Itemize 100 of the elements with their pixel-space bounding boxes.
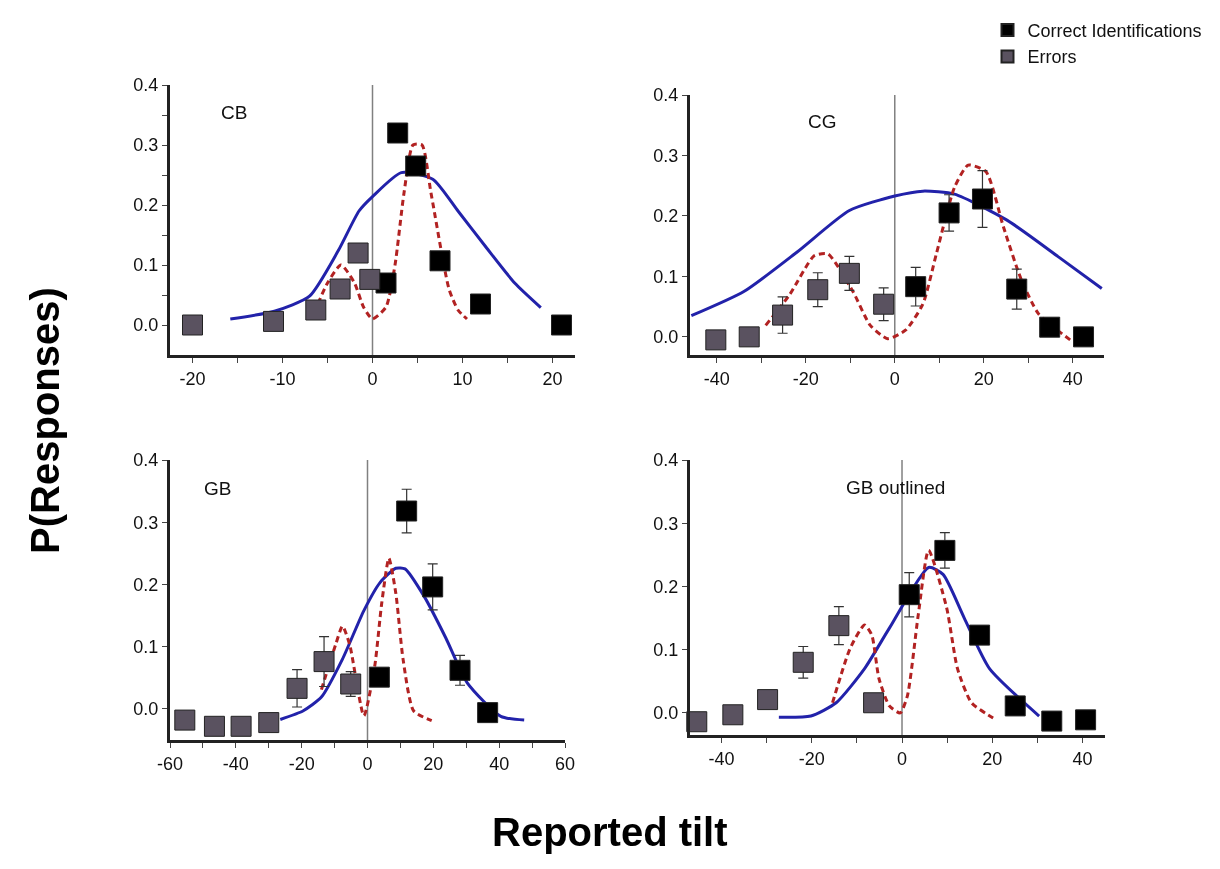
point — [722, 704, 744, 726]
x-tick-label: -20 — [792, 368, 819, 389]
y-tick-label: 0.0 — [653, 703, 679, 724]
point — [182, 314, 203, 336]
point — [396, 500, 418, 522]
point — [934, 539, 956, 561]
x-axis-title: Reported tilt — [492, 810, 728, 855]
y-tick-label: 0.2 — [653, 576, 679, 597]
point — [1041, 710, 1063, 732]
point — [828, 615, 850, 637]
point — [477, 702, 499, 724]
y-tick-label: 0.2 — [133, 195, 159, 216]
x-tick-label: 20 — [542, 368, 563, 389]
line-series — [690, 189, 1104, 318]
point — [387, 122, 409, 144]
point — [359, 268, 381, 290]
x-tick-label: 0 — [367, 368, 378, 389]
point — [305, 299, 327, 321]
y-tick-label: 0.4 — [653, 450, 679, 471]
text: GB — [204, 478, 232, 499]
y-tick-label: 0.2 — [133, 574, 159, 595]
point — [368, 666, 390, 688]
point — [449, 659, 471, 681]
x-tick-label: 20 — [973, 368, 994, 389]
x-tick-label: 40 — [489, 753, 510, 774]
y-axis-title: P(Responses) — [22, 286, 68, 554]
y-tick-label: 0.2 — [653, 206, 679, 227]
point — [258, 712, 280, 734]
y-tick-label: 0.3 — [653, 145, 679, 166]
y-tick-label: 0.3 — [133, 135, 159, 156]
point — [873, 293, 895, 315]
y-tick-label: 0.4 — [133, 450, 159, 471]
legend-label: Correct Identifications — [1027, 21, 1202, 42]
point — [838, 262, 860, 284]
y-tick-label: 0.0 — [133, 699, 159, 720]
point — [705, 329, 727, 351]
y-tick-label: 0.3 — [133, 512, 159, 533]
x-tick-label: -10 — [269, 368, 296, 389]
point — [340, 673, 362, 695]
y-tick-label: 0.1 — [653, 639, 679, 660]
text: GB outlined — [846, 477, 946, 498]
y-tick-label: 0.4 — [133, 75, 159, 96]
x-tick-label: 40 — [1062, 368, 1083, 389]
point — [422, 576, 444, 598]
x-tick-label: 0 — [897, 748, 908, 769]
point — [174, 709, 196, 731]
x-tick-label: -20 — [288, 753, 315, 774]
point — [1073, 326, 1095, 348]
point — [551, 314, 572, 336]
point — [470, 293, 491, 315]
y-tick-label: 0.4 — [653, 85, 679, 106]
point — [313, 651, 335, 673]
y-tick-label: 0.0 — [653, 327, 679, 348]
x-tick-label: -40 — [703, 368, 730, 389]
point — [738, 326, 760, 348]
point — [1039, 316, 1061, 338]
point — [898, 584, 920, 606]
x-tick-label: 40 — [1072, 748, 1093, 769]
point — [905, 276, 927, 298]
point — [347, 242, 369, 264]
x-tick-label: -40 — [708, 748, 735, 769]
point — [1075, 709, 1097, 731]
line-series — [319, 556, 434, 723]
x-tick-label: 20 — [982, 748, 1003, 769]
point — [329, 278, 351, 300]
point — [938, 202, 960, 224]
point — [1006, 278, 1028, 300]
line-series — [831, 548, 995, 720]
y-tick-label: 0.1 — [653, 266, 679, 287]
x-tick-label: 20 — [423, 753, 444, 774]
text: CG — [808, 111, 837, 132]
point — [969, 624, 991, 646]
y-tick-label: 0.0 — [133, 315, 159, 336]
point — [863, 692, 885, 714]
point — [1004, 695, 1026, 717]
point — [286, 677, 308, 699]
line-series — [764, 163, 1072, 342]
x-tick-label: -40 — [222, 753, 249, 774]
x-tick-label: -20 — [798, 748, 825, 769]
point — [405, 155, 427, 177]
legend-label: Errors — [1027, 47, 1077, 68]
point — [203, 715, 225, 737]
point — [807, 279, 829, 301]
point — [263, 310, 284, 332]
point — [429, 250, 451, 272]
point — [792, 651, 814, 673]
x-tick-label: 60 — [554, 753, 576, 774]
y-tick-label: 0.1 — [133, 255, 159, 276]
point — [772, 304, 794, 326]
x-tick-label: 0 — [889, 368, 900, 389]
x-tick-label: 0 — [362, 753, 373, 774]
x-tick-label: 10 — [452, 368, 473, 389]
point — [971, 188, 993, 210]
point — [757, 689, 779, 711]
y-tick-label: 0.3 — [653, 513, 679, 534]
point — [230, 715, 252, 737]
x-tick-label: -20 — [179, 368, 206, 389]
x-tick-label: -60 — [156, 753, 184, 774]
y-tick-label: 0.1 — [133, 636, 159, 657]
text: CB — [221, 102, 248, 123]
